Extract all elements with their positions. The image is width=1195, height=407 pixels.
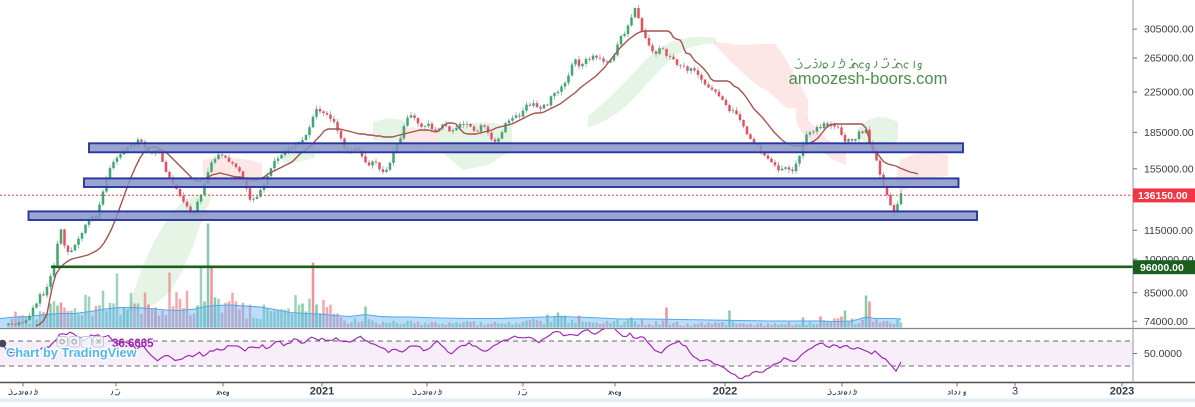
svg-text:amoozesh-boors.com: amoozesh-boors.com (789, 70, 948, 88)
svg-text:2022: 2022 (713, 386, 737, 398)
svg-text:2023: 2023 (1110, 386, 1134, 398)
svg-text:305000.00: 305000.00 (1144, 24, 1194, 36)
svg-text:Chart by TradingView: Chart by TradingView (6, 345, 137, 360)
svg-text:36.6665: 36.6665 (112, 338, 154, 350)
svg-text:136150.00: 136150.00 (1138, 190, 1188, 202)
svg-text:225000.00: 225000.00 (1144, 87, 1194, 99)
svg-text:74000.00: 74000.00 (1144, 316, 1188, 328)
svg-text:96000.00: 96000.00 (1140, 262, 1184, 274)
svg-text:115000.00: 115000.00 (1144, 225, 1193, 237)
svg-text:185000.00: 185000.00 (1144, 127, 1194, 139)
svg-text:3: 3 (1012, 386, 1018, 398)
svg-text:85000.00: 85000.00 (1144, 287, 1188, 299)
svg-text:50.0000: 50.0000 (1144, 348, 1182, 360)
svg-text:155000.00: 155000.00 (1144, 163, 1194, 175)
svg-text:2021: 2021 (310, 386, 334, 398)
svg-text:265000.00: 265000.00 (1144, 53, 1194, 65)
